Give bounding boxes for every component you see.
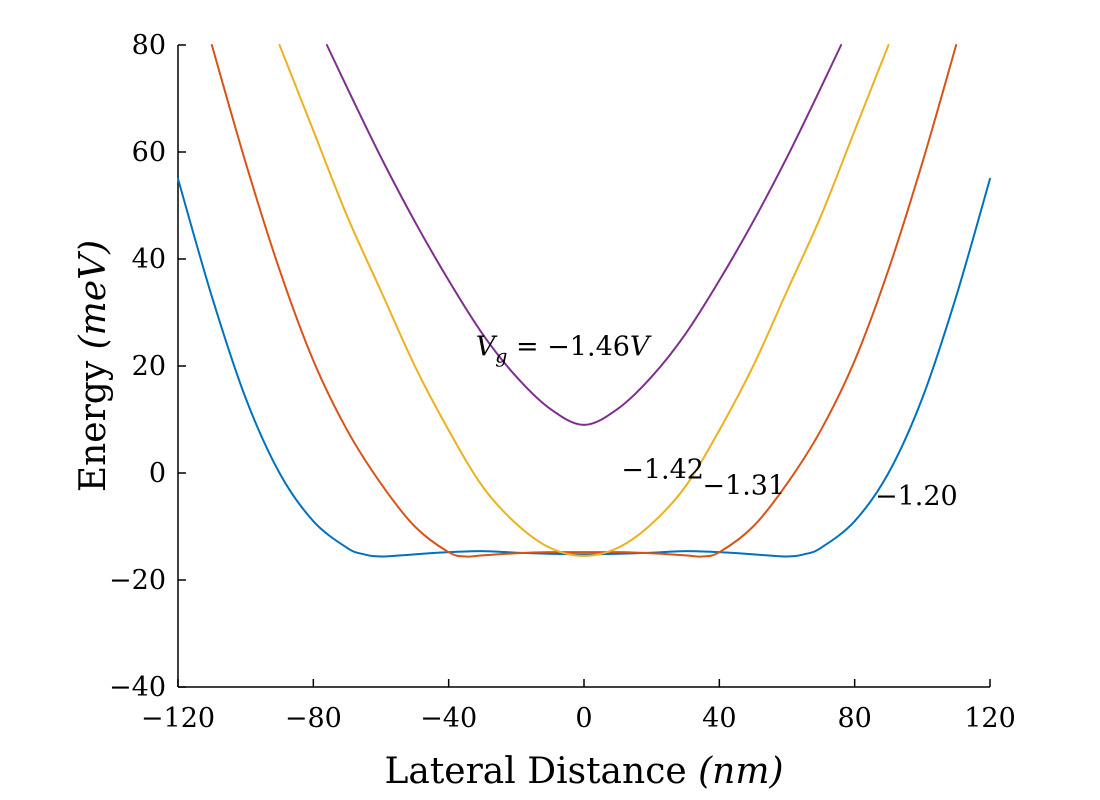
x-tick-label: −40 <box>420 703 477 734</box>
y-tick-label: 40 <box>132 244 166 275</box>
x-tick-label: 80 <box>837 703 871 734</box>
series-layer <box>177 44 991 558</box>
x-tick-label: −120 <box>141 703 215 734</box>
y-axis-title: Energy (meV) <box>73 240 114 492</box>
y-tick-label: −20 <box>109 565 166 596</box>
y-tick-label: 80 <box>132 30 166 61</box>
x-axis-title: Lateral Distance (nm) <box>384 751 783 792</box>
curve-label-1.42: −1.42 <box>621 454 704 485</box>
series-line--1.31 <box>210 44 958 558</box>
curve-label-vg-1.46: Vg = −1.46V <box>476 331 652 367</box>
y-tick-label: 60 <box>132 137 166 168</box>
x-tick-label: 0 <box>575 703 592 734</box>
x-tick-label: 40 <box>702 703 736 734</box>
y-tick-label: 0 <box>149 458 166 489</box>
curve-label-1.20: −1.20 <box>875 481 958 512</box>
x-tick-label: −80 <box>285 703 342 734</box>
y-tick-label: −40 <box>109 672 166 703</box>
series-line--1.42 <box>278 44 890 557</box>
curve-label-1.31: −1.31 <box>702 470 785 501</box>
y-ticks: −40 −20 0 20 40 60 80 <box>109 30 186 703</box>
series-line--1.46 <box>325 44 843 426</box>
series-line--1.20 <box>177 177 991 558</box>
x-tick-label: 120 <box>964 703 1016 734</box>
x-ticks: −120 −80 −40 0 40 80 120 <box>141 679 1016 734</box>
y-tick-label: 20 <box>132 351 166 382</box>
